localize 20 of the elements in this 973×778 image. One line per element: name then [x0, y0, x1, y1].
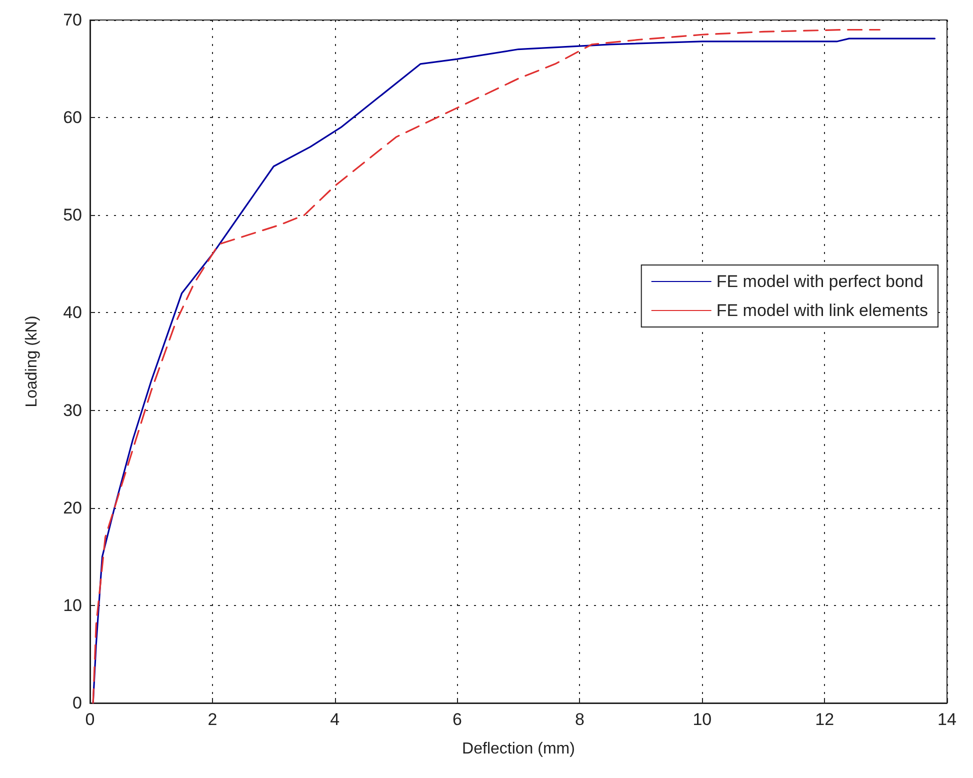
y-tick-label: 20 [63, 498, 82, 518]
x-tick-label: 6 [452, 710, 462, 729]
x-tick-label: 0 [85, 710, 95, 729]
y-tick-label: 10 [63, 596, 82, 615]
x-tick-label: 12 [815, 710, 834, 729]
y-axis-title: Loading (kN) [24, 316, 40, 408]
legend-label: FE model with perfect bond [716, 272, 924, 291]
x-tick-label: 8 [574, 710, 584, 729]
y-tick-label: 40 [63, 303, 82, 322]
y-tick-label: 50 [63, 206, 82, 225]
legend-label: FE model with link elements [716, 301, 928, 320]
y-tick-label: 70 [63, 10, 82, 30]
x-axis-title: Deflection (mm) [462, 740, 575, 758]
y-tick-label: 60 [63, 108, 82, 128]
y-tick-label: 0 [72, 694, 82, 712]
x-tick-label: 10 [692, 710, 712, 729]
x-tick-label: 2 [208, 710, 218, 729]
x-tick-label: 4 [330, 710, 340, 729]
y-tick-label: 30 [63, 400, 82, 420]
x-tick-label: 14 [938, 710, 956, 729]
